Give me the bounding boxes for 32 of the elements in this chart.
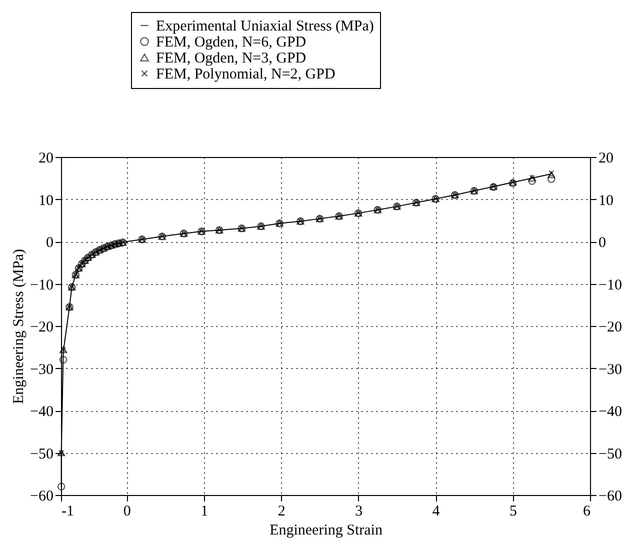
y2-tick-label: −30: [598, 362, 622, 378]
y2-tick-label: 0: [598, 235, 606, 251]
y-tick-label: 0: [46, 235, 54, 251]
y-tick-label: −30: [30, 362, 54, 378]
legend-label: FEM, Polynomial, N=2, GPD: [156, 66, 336, 82]
x-tick-label: 1: [200, 504, 208, 520]
x-tick-label: 5: [510, 504, 518, 520]
legend-label: FEM, Ogden, N=6, GPD: [156, 34, 306, 50]
y2-tick-label: −60: [598, 488, 622, 504]
y-tick-label: −10: [30, 277, 54, 294]
x-axis-title: Engineering Strain: [270, 522, 383, 538]
x-tick-label: 3: [355, 504, 363, 520]
x-tick-label: 0: [123, 504, 131, 520]
y-tick-label: −60: [30, 488, 54, 504]
y2-tick-label: −50: [598, 446, 622, 462]
y2-tick-label: −40: [598, 404, 622, 420]
y2-tick-label: −10: [598, 277, 622, 294]
x-tick-label: 6: [583, 504, 591, 520]
y2-tick-label: −20: [598, 320, 622, 336]
y-tick-label: −20: [30, 320, 54, 336]
legend-label: FEM, Ogden, N=3, GPD: [156, 50, 306, 66]
legend-label: Experimental Uniaxial Stress (MPa): [156, 18, 374, 34]
y2-tick-label: 10: [598, 192, 614, 209]
y-tick-label: −50: [30, 446, 54, 462]
y-axis-title: Engineering Stress (MPa): [11, 249, 28, 404]
y-tick-label: 10: [38, 192, 54, 209]
y-tick-label: 20: [38, 150, 54, 166]
x-tick-label: 2: [278, 504, 286, 520]
x-tick-label: 4: [432, 504, 440, 520]
y2-tick-label: 20: [598, 150, 614, 166]
x-tick-label: -1: [62, 504, 74, 520]
y-tick-label: −40: [30, 404, 54, 420]
